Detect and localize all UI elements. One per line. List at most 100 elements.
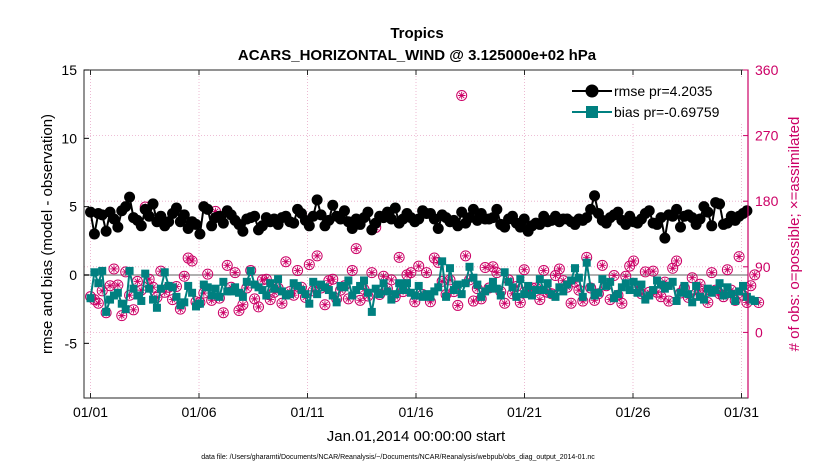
obs-assimilated-marker bbox=[489, 263, 497, 271]
bias-point bbox=[567, 276, 576, 285]
rmse-point bbox=[674, 221, 686, 233]
bias-point bbox=[172, 292, 181, 301]
obs-possible-marker bbox=[628, 255, 640, 267]
obs-assimilated-marker bbox=[133, 277, 142, 286]
rmse-point bbox=[327, 199, 339, 211]
obs-assimilated-marker bbox=[110, 265, 118, 273]
bias-point bbox=[328, 291, 337, 300]
rmse-point bbox=[206, 220, 218, 232]
bias-point bbox=[356, 281, 365, 290]
bias-point bbox=[649, 286, 658, 295]
obs-possible-marker bbox=[487, 261, 499, 273]
obs-possible-marker bbox=[303, 259, 315, 271]
obs-assimilated-marker bbox=[368, 268, 376, 277]
y-right-tick-label: 270 bbox=[755, 128, 779, 144]
obs-assimilated-marker bbox=[735, 252, 743, 261]
bias-point bbox=[395, 279, 404, 288]
bias-point bbox=[188, 288, 197, 297]
obs-assimilated-marker bbox=[536, 295, 544, 304]
obs-assimilated-marker bbox=[235, 306, 243, 315]
bias-point bbox=[324, 286, 333, 295]
bias-point bbox=[610, 294, 619, 303]
bias-point bbox=[434, 283, 443, 292]
bias-point bbox=[387, 295, 396, 304]
obs-assimilated-marker bbox=[723, 265, 732, 274]
obs-assimilated-marker bbox=[137, 286, 146, 294]
obs-possible-marker bbox=[565, 297, 577, 309]
obs-assimilated-marker bbox=[707, 268, 716, 277]
bias-point bbox=[258, 286, 267, 295]
y-left-tick-label: 0 bbox=[69, 267, 77, 283]
rmse-point bbox=[237, 225, 249, 237]
y-right-tick-label: 360 bbox=[755, 62, 779, 78]
bias-point bbox=[410, 291, 419, 300]
legend: rmse pr=4.2035 bias pr=-0.69759 bbox=[562, 78, 742, 124]
bias-point bbox=[211, 284, 220, 293]
obs-possible-marker bbox=[413, 260, 425, 272]
obs-assimilated-marker bbox=[590, 296, 599, 305]
bias-point bbox=[102, 307, 111, 316]
obs-assimilated-marker bbox=[242, 284, 251, 292]
bias-point bbox=[141, 269, 150, 278]
bias-point bbox=[496, 291, 505, 300]
bias-point bbox=[168, 283, 177, 292]
obs-assimilated-marker bbox=[610, 271, 618, 280]
obs-assimilated-marker bbox=[414, 262, 423, 270]
obs-possible-marker bbox=[319, 299, 331, 311]
y-left-tick-label: -5 bbox=[65, 335, 78, 351]
bias-point bbox=[633, 288, 642, 297]
rmse-point bbox=[491, 203, 503, 215]
bias-point bbox=[90, 268, 99, 277]
bias-point bbox=[750, 296, 759, 305]
rmse-point bbox=[362, 206, 374, 218]
obs-assimilated-marker bbox=[461, 252, 470, 260]
bias-point bbox=[570, 264, 579, 273]
bias-point bbox=[629, 277, 638, 286]
y-right-tick-label: 90 bbox=[755, 259, 771, 275]
bias-point bbox=[535, 275, 544, 284]
obs-assimilated-marker bbox=[231, 268, 239, 277]
rmse-point bbox=[694, 213, 706, 225]
rmse-point bbox=[217, 217, 229, 229]
obs-assimilated-marker bbox=[262, 275, 271, 283]
rmse-point bbox=[338, 205, 350, 217]
obs-assimilated-marker bbox=[575, 286, 583, 294]
rmse-point bbox=[671, 203, 683, 215]
obs-possible-marker bbox=[108, 263, 120, 275]
obs-possible-marker bbox=[616, 297, 628, 309]
obs-possible-marker bbox=[233, 305, 245, 317]
bias-point bbox=[129, 284, 138, 293]
bias-point bbox=[363, 288, 372, 297]
bias-point bbox=[668, 277, 677, 286]
bias-point bbox=[508, 283, 517, 292]
bias-point bbox=[98, 266, 107, 275]
rmse-point bbox=[389, 202, 401, 214]
obs-assimilated-marker bbox=[211, 207, 220, 216]
bias-point bbox=[531, 286, 540, 295]
obs-assimilated-marker bbox=[145, 275, 153, 283]
bias-point bbox=[559, 287, 568, 296]
bias-point bbox=[465, 262, 474, 271]
rmse-point bbox=[702, 206, 714, 218]
bias-point bbox=[625, 286, 634, 295]
y-axis-left-ticks: -5 0 5 10 15 bbox=[61, 62, 89, 351]
obs-assimilated-marker bbox=[114, 281, 122, 289]
rmse-point bbox=[741, 205, 753, 217]
bias-point bbox=[445, 264, 454, 273]
obs-possible-marker bbox=[221, 259, 233, 271]
rmse-point bbox=[643, 205, 655, 217]
bias-point bbox=[94, 279, 103, 288]
bias-point bbox=[582, 258, 591, 267]
bias-point bbox=[137, 296, 146, 305]
obs-assimilated-marker bbox=[446, 276, 454, 284]
obs-assimilated-marker bbox=[641, 268, 650, 276]
bias-point bbox=[430, 287, 439, 296]
obs-assimilated-marker bbox=[184, 254, 192, 262]
bias-point bbox=[352, 286, 361, 295]
y-axis-right-label: # of obs: o=possible; ×=assimilated bbox=[786, 117, 803, 352]
bias-point bbox=[504, 277, 513, 286]
obs-assimilated-marker bbox=[125, 291, 134, 300]
bias-point bbox=[563, 280, 572, 289]
bias-point bbox=[461, 279, 470, 288]
x-tick-label: 01/16 bbox=[398, 404, 433, 420]
